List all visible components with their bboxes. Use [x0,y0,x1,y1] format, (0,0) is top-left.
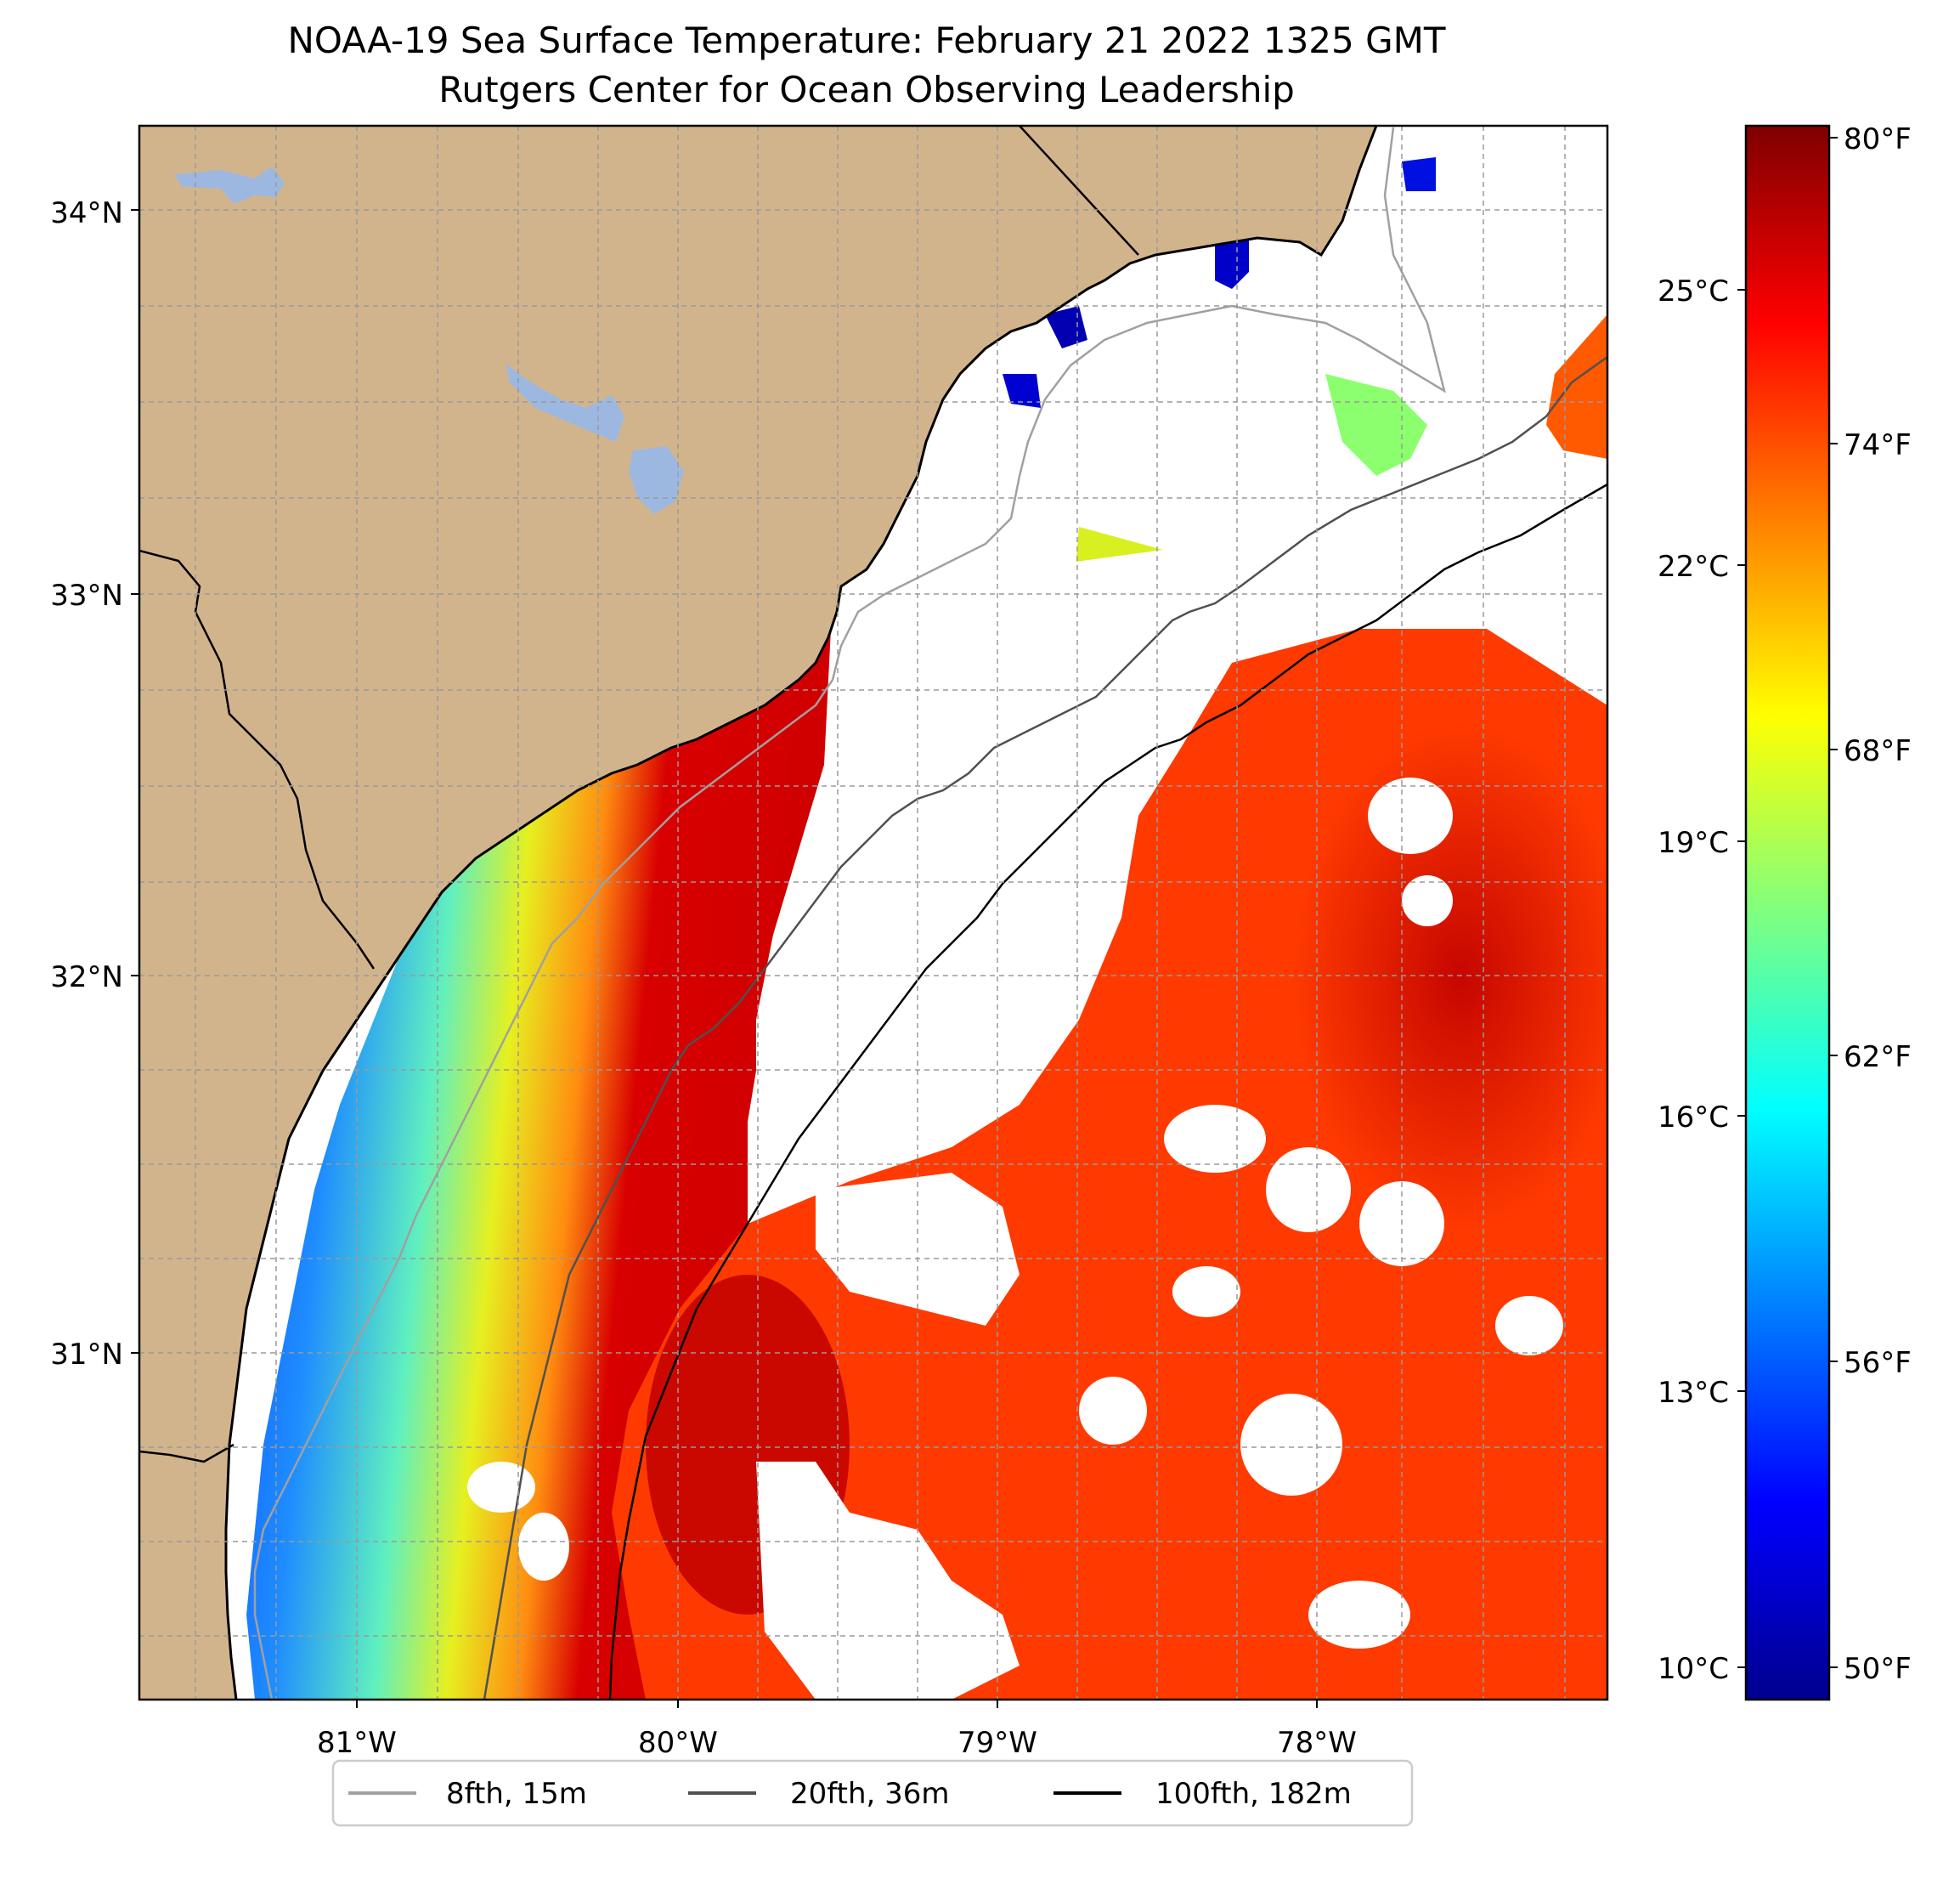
isobath-8fth [253,127,1446,1700]
cloud-mask [467,544,1563,1700]
sst-patch-ne-orange [1546,314,1607,459]
lon-label-79: 79°W [957,1726,1037,1760]
colorbar-f-50: 50°F [1844,1652,1912,1686]
land [139,126,1376,1700]
state-border-sc-ga [139,549,376,970]
lat-label-33: 33°N [50,579,123,613]
gridlines [139,126,1607,1700]
lon-label-80: 80°W [638,1726,718,1760]
colorbar-c-19: 19°C [1658,826,1729,860]
sst-warm-core [1291,722,1607,1232]
map-frame [138,124,1609,1701]
lon-ticks [356,1700,1318,1708]
colorbar-c-13: 13°C [1658,1376,1729,1410]
legend-label-20fth: 20fth, 36m [790,1777,950,1811]
colorbar-f-74: 74°F [1844,428,1912,462]
lake-2 [506,364,624,442]
lat-label-32: 32°N [50,960,123,994]
title-line-2: Rutgers Center for Ocean Observing Leade… [438,69,1295,110]
legend: 8fth, 15m 20fth, 36m 100fth, 182m [331,1759,1414,1827]
sst-cold-patch-4 [1402,157,1436,191]
colorbar-c-10: 10°C [1658,1652,1729,1686]
title-line-1: NOAA-19 Sea Surface Temperature: Februar… [287,20,1445,61]
colorbar-c-25: 25°C [1658,274,1729,308]
colorbar-c-16: 16°C [1658,1100,1729,1134]
lat-ticks [131,209,139,1354]
sst-cold-patch-3 [1003,374,1041,408]
colorbar-f-56: 56°F [1844,1346,1912,1380]
legend-label-100fth: 100fth, 182m [1155,1777,1352,1811]
sst-cold-patch-1 [1215,234,1249,289]
colorbar-c-22: 22°C [1658,550,1729,584]
state-border-nc-sc [1019,126,1139,256]
isobath-20fth [483,355,1607,1700]
colorbar-f-68: 68°F [1844,734,1912,768]
colorbar-f-62: 62°F [1844,1040,1912,1074]
colorbar-f-80: 80°F [1844,122,1912,156]
colorbar [1744,124,1831,1701]
coastline [224,126,1378,1700]
legend-label-8fth: 8fth, 15m [446,1777,587,1811]
colorbar-ticks [1737,137,1838,1668]
lake-3 [629,446,684,514]
isobath-100fth [608,483,1607,1700]
lat-label-34: 34°N [50,196,123,230]
lon-label-78: 78°W [1277,1726,1357,1760]
lon-label-81: 81°W [317,1726,397,1760]
state-border-ga-fl [139,1443,234,1463]
lake-1 [174,167,285,204]
map-area [139,126,1607,1700]
lat-label-31: 31°N [50,1338,123,1372]
